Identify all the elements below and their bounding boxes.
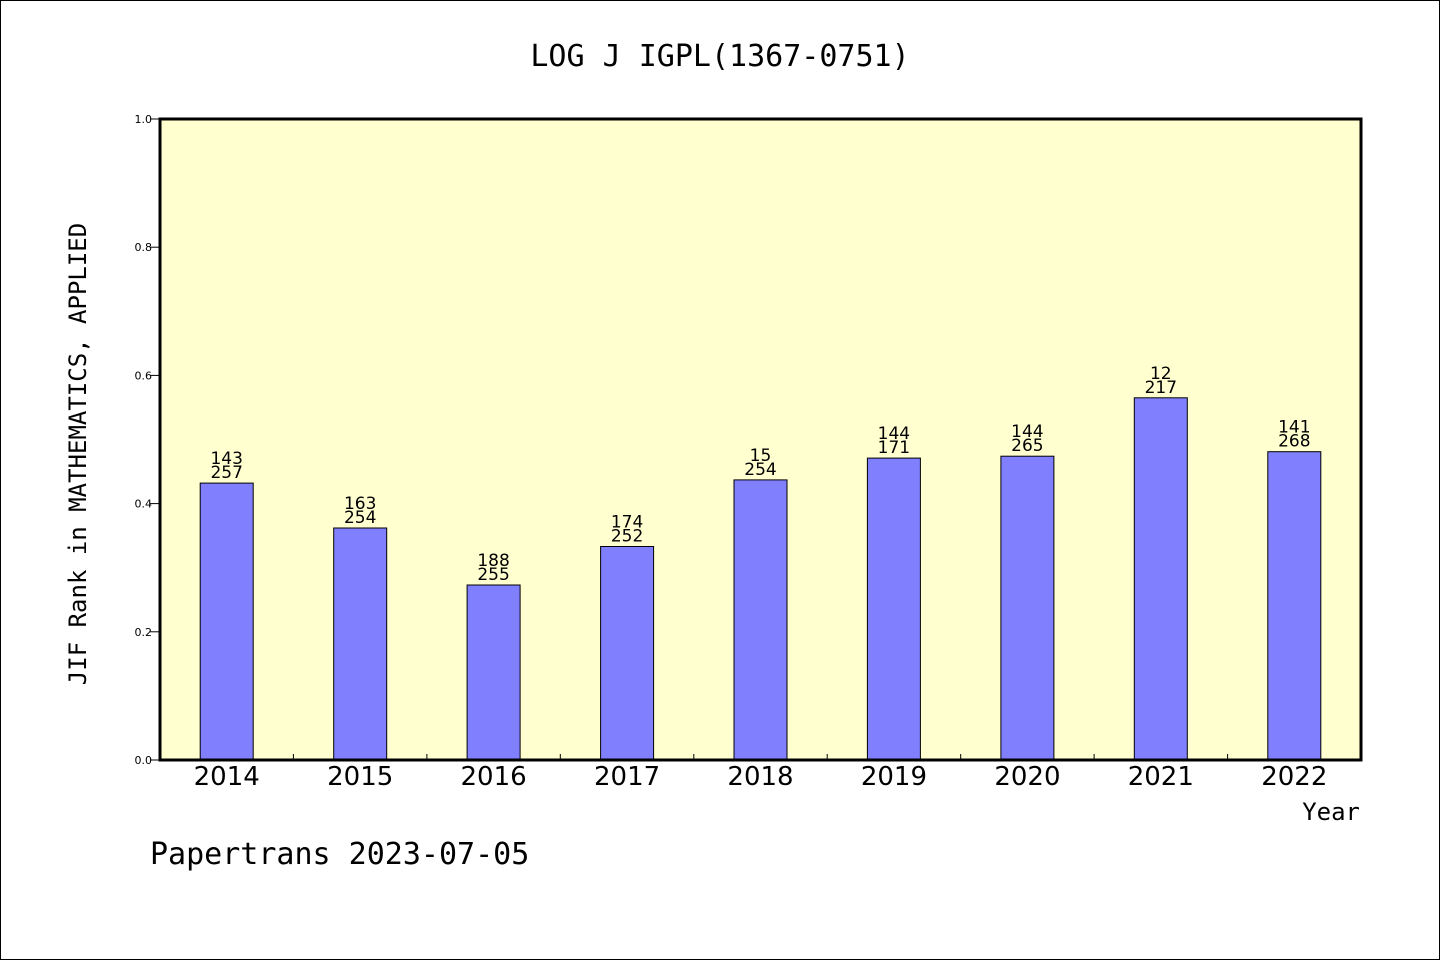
y-axis-ticks: 0.0 0.2 0.4 0.6 0.8 1.0: [135, 113, 160, 767]
x-axis-label: Year: [1302, 798, 1360, 826]
y-tick-label: 1.0: [135, 113, 153, 126]
y-tick-label: 0.4: [135, 498, 153, 511]
bar-label-total: 171: [878, 438, 910, 458]
x-tick-label: 2022: [1261, 762, 1327, 792]
bar-label-rank: 12: [1150, 364, 1172, 384]
x-tick-label: 2019: [861, 762, 927, 792]
bar-label-rank: 188: [477, 551, 509, 571]
bar-2016: [466, 584, 521, 761]
y-tick-label: 0.2: [135, 626, 153, 639]
bar-label-total: 252: [611, 527, 643, 547]
bar-label-total: 255: [477, 565, 509, 585]
bar-label-total: 254: [744, 460, 776, 480]
bar-label-rank: 143: [210, 449, 242, 469]
x-tick-label: 2021: [1128, 762, 1194, 792]
bar-2021: [1133, 397, 1188, 761]
bar-label-rank: 144: [1011, 422, 1043, 442]
bar-label-rank: 163: [344, 494, 376, 514]
bar-label-rank: 174: [611, 513, 643, 533]
bar-label-rank: 144: [878, 424, 910, 444]
x-tick-label: 2020: [994, 762, 1060, 792]
bar-2022: [1267, 451, 1322, 761]
bar-2014: [199, 482, 254, 761]
bar-label-rank: 15: [750, 446, 772, 466]
x-tick-label: 2015: [327, 762, 393, 792]
y-axis-label: JIF Rank in MATHEMATICS, APPLIED: [64, 223, 92, 685]
y-tick-label: 0.0: [135, 754, 153, 767]
y-tick-label: 0.8: [135, 241, 153, 254]
bar-2019: [866, 457, 921, 761]
bar-label-total: 257: [210, 463, 242, 483]
footer-text: Papertrans 2023-07-05: [150, 837, 529, 872]
bar-2018: [733, 479, 788, 761]
bar-label-total: 265: [1011, 436, 1043, 456]
y-tick-label: 0.6: [135, 369, 153, 382]
x-tick-label: 2017: [594, 762, 660, 792]
bar-label-total: 217: [1145, 378, 1177, 398]
bar-label-total: 254: [344, 508, 376, 528]
bar-2020: [1000, 455, 1055, 761]
chart-title: LOG J IGPL(1367-0751): [530, 39, 909, 74]
plot-border: [158, 117, 1363, 762]
x-tick-label: 2018: [727, 762, 793, 792]
x-tick-label: 2014: [194, 762, 260, 792]
bar-label-total: 268: [1278, 432, 1310, 452]
bar-label-rank: 141: [1278, 418, 1310, 438]
bar-labels-group: 1432571632541882551742521525414417114426…: [210, 364, 1310, 585]
bars-group: [199, 397, 1322, 761]
x-tick-label: 2016: [461, 762, 527, 792]
x-axis-ticks: 2014 2015 2016 2017 2018 2019 2020 2021 2022: [194, 754, 1327, 792]
bar-2017: [600, 546, 655, 761]
bar-2015: [333, 527, 388, 761]
